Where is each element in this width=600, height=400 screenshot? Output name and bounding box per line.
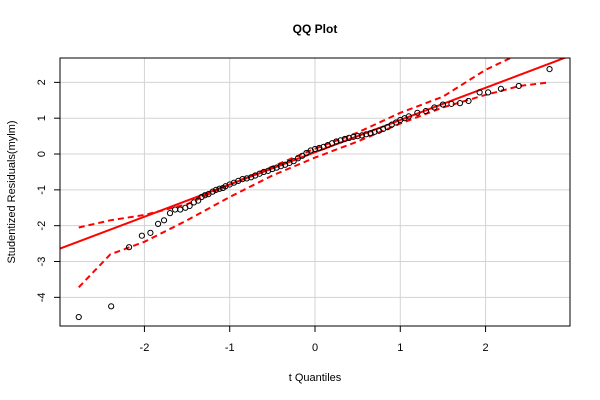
x-tick-label: 1 xyxy=(397,342,403,354)
point xyxy=(299,152,306,159)
point xyxy=(269,165,276,173)
point xyxy=(431,104,438,111)
y-tick-label: -1 xyxy=(36,185,48,195)
y-axis-label: Studentized Residuals(mylm) xyxy=(6,120,18,263)
point xyxy=(515,82,522,90)
chart-title: QQ Plot xyxy=(293,22,338,36)
point xyxy=(316,144,323,152)
point xyxy=(346,134,353,141)
point xyxy=(177,206,184,213)
x-tick-label: -2 xyxy=(140,342,150,354)
point xyxy=(333,138,340,145)
point xyxy=(239,176,246,183)
point xyxy=(125,244,133,251)
y-tick-label: -3 xyxy=(36,257,48,267)
plot-area xyxy=(60,58,568,321)
y-tick-label: 0 xyxy=(36,151,48,157)
point xyxy=(337,137,344,144)
y-tick-label: 1 xyxy=(36,115,48,121)
point xyxy=(439,101,447,108)
grid xyxy=(60,58,570,326)
point xyxy=(290,158,297,165)
point xyxy=(422,107,429,115)
point xyxy=(75,313,82,321)
point xyxy=(456,100,464,107)
point xyxy=(195,197,202,204)
point xyxy=(497,85,505,92)
point xyxy=(166,210,174,217)
point xyxy=(448,100,455,107)
point xyxy=(273,164,280,171)
point xyxy=(405,113,412,120)
envelope-lower xyxy=(78,81,550,288)
point xyxy=(201,192,209,199)
point xyxy=(307,147,314,154)
point xyxy=(311,145,319,153)
point xyxy=(198,193,205,201)
point xyxy=(358,132,366,139)
point xyxy=(212,186,220,193)
point xyxy=(341,135,348,143)
x-tick-label: -1 xyxy=(225,342,235,354)
x-tick-label: 2 xyxy=(483,342,489,354)
reference-line xyxy=(60,58,568,250)
point xyxy=(138,232,145,239)
point xyxy=(354,133,361,140)
point xyxy=(465,97,472,105)
point xyxy=(186,202,193,210)
point xyxy=(147,229,154,236)
envelope-upper xyxy=(78,58,513,229)
point xyxy=(108,303,115,310)
point xyxy=(172,206,179,213)
y-tick-label: 2 xyxy=(36,79,48,85)
x-tick-label: 0 xyxy=(312,342,318,354)
point xyxy=(243,175,250,182)
y-tick-label: -2 xyxy=(36,221,48,231)
point xyxy=(485,89,492,96)
y-tick-label: -4 xyxy=(36,292,48,302)
point xyxy=(209,188,216,195)
point xyxy=(154,220,162,227)
point xyxy=(160,217,168,224)
point xyxy=(350,133,357,140)
point xyxy=(371,128,378,135)
x-axis-label: t Quantiles xyxy=(289,372,342,384)
point xyxy=(363,131,370,138)
point xyxy=(216,185,223,192)
point xyxy=(546,66,553,73)
point xyxy=(476,89,483,96)
point xyxy=(367,130,374,137)
point xyxy=(260,168,267,176)
point xyxy=(414,109,421,116)
point xyxy=(277,163,284,170)
